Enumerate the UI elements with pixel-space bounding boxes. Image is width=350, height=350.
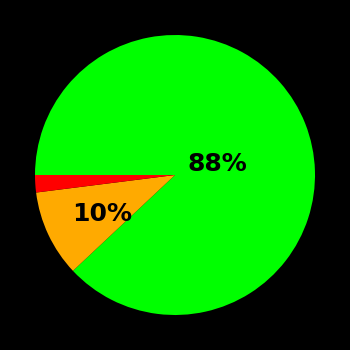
Wedge shape [35,175,175,192]
Wedge shape [35,35,315,315]
Text: 10%: 10% [72,202,132,226]
Wedge shape [36,175,175,271]
Text: 88%: 88% [187,152,247,176]
